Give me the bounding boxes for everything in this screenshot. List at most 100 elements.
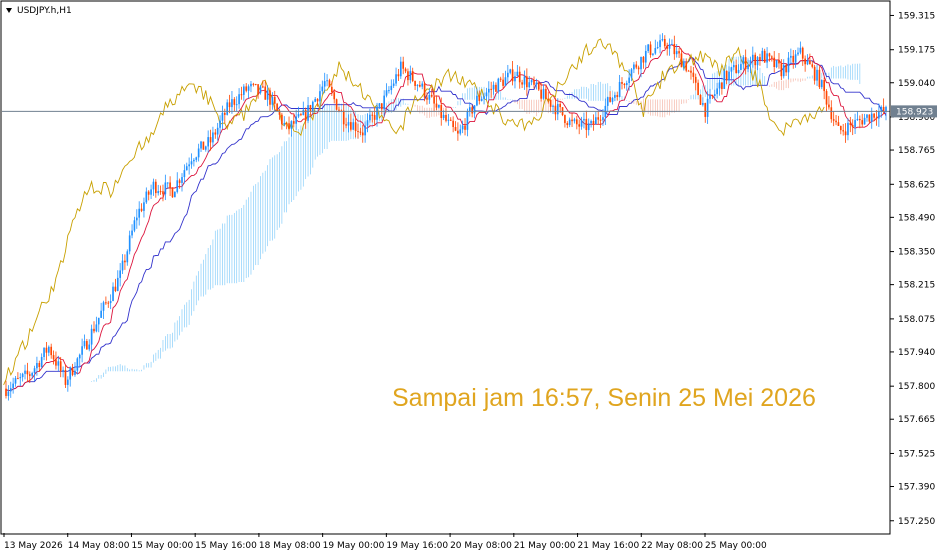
symbol-dropdown-icon[interactable] [6,8,12,13]
candle [40,353,43,369]
x-axis: 13 May 2026 14 May 08:00 15 May 00:00 15 Ma… [3,533,767,551]
candle [438,104,440,109]
candle [495,82,497,93]
candle [464,118,466,136]
candle [59,356,62,378]
candle [847,118,849,141]
candle [476,88,478,107]
candle [863,113,866,125]
candle [549,99,552,113]
candle [744,49,747,75]
candle [842,123,845,136]
candle [564,114,566,128]
candle [197,143,200,162]
candle [116,270,119,292]
candle [640,56,642,78]
candle [378,102,381,109]
candle [430,89,433,98]
candle [43,347,45,361]
candle [257,84,259,99]
candle [742,55,745,70]
candle [628,69,630,91]
x-tick-label: 21 May 16:00 [578,541,640,551]
candle [844,123,847,143]
candle [193,158,195,167]
candle [816,64,818,87]
candle [466,108,469,137]
candle [152,178,155,196]
candle [45,342,48,361]
candle [214,128,217,139]
candle [411,67,414,83]
candle [449,117,452,122]
candle [147,190,150,201]
candle [806,54,809,66]
y-tick-label: 158.075 [898,315,935,325]
candle [435,95,438,111]
candle [169,176,171,197]
candle [454,121,457,132]
candle [69,366,72,387]
candle [868,114,871,124]
candle [706,91,709,124]
candle [64,364,67,388]
candle [114,278,117,293]
candle [839,125,842,135]
candles [5,33,887,401]
candle [487,81,490,101]
candle [50,343,53,359]
candle [554,97,557,121]
candle [875,109,878,126]
candle [583,112,585,129]
candle [335,98,338,111]
candle [81,338,83,363]
candle [713,89,716,101]
y-tick-label: 157.940 [898,348,935,358]
candle [159,185,162,195]
candle [675,44,678,58]
candle [285,122,288,130]
candle [112,282,114,302]
candle [252,82,255,87]
candle [792,50,795,69]
candle [683,58,685,71]
candle [680,48,683,68]
candle [571,113,573,128]
candle [414,80,416,91]
x-tick-label: 18 May 08:00 [259,541,321,551]
candle [716,82,718,99]
candle [119,263,121,287]
y-tick-label: 158.215 [898,281,935,291]
candle [801,46,804,66]
candle [597,110,600,125]
candle [828,96,830,110]
candle [523,70,526,90]
candle [590,119,592,128]
candle [295,109,297,130]
candle [76,357,79,375]
candle [392,79,395,88]
candle [190,153,193,169]
candle [499,76,502,83]
candle [238,88,240,109]
candle [671,39,673,45]
candle [759,53,761,66]
candle [668,38,671,56]
candle [157,184,160,196]
y-tick-label: 157.665 [898,415,935,425]
candle [221,105,224,130]
candle [373,107,376,126]
candle [273,90,276,111]
candle [331,81,333,96]
candle [290,120,293,137]
candle [9,381,12,398]
candle [269,87,271,111]
candle [811,60,814,69]
candle [307,96,309,124]
y-axis: 159.315 159.175 159.040 158.900 158.765 158.6… [890,11,935,527]
candle [419,80,421,88]
candle [521,79,523,88]
candle [409,65,412,84]
candle [580,116,583,130]
candle [250,80,252,93]
